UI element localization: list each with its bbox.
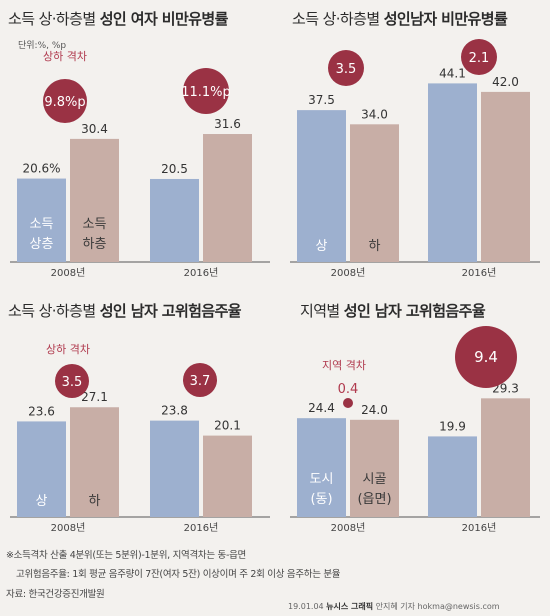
- panel-title: 소득 상·하층별 성인남자 비만유병률: [292, 8, 508, 29]
- series-label: (읍면): [357, 492, 391, 507]
- bar-value-label: 30.4: [81, 122, 108, 136]
- credit-date: 19.01.04: [288, 602, 324, 611]
- series-label: 상: [36, 494, 48, 509]
- gap-value-label: 2.1: [469, 51, 490, 66]
- bar: [17, 421, 66, 517]
- gap-value-label: 3.7: [190, 374, 211, 389]
- gap-circle: [343, 398, 353, 408]
- bar-value-label: 20.1: [214, 419, 241, 433]
- bar: [350, 419, 399, 517]
- gap-value-label: 3.5: [336, 62, 357, 77]
- bar: [297, 418, 346, 517]
- series-label: 하: [369, 239, 381, 254]
- gap-value-label: 0.4: [338, 382, 359, 397]
- series-label: 상층: [30, 237, 54, 252]
- gap-circle: [455, 326, 517, 388]
- gap-value-label: 11.1%p: [181, 85, 231, 100]
- bar-value-label: 24.4: [308, 401, 335, 415]
- bar: [203, 134, 252, 262]
- bar: [428, 436, 477, 517]
- bar: [17, 178, 66, 262]
- series-label: 상: [316, 239, 328, 254]
- category-label: 2008년: [51, 522, 86, 534]
- title-prefix: 지역별: [300, 302, 340, 320]
- bar-value-label: 42.0: [492, 75, 519, 89]
- gap-circle: [55, 364, 89, 398]
- gap-caption: 상하 격차: [46, 342, 90, 356]
- series-label: 시골: [363, 472, 387, 487]
- category-label: 2008년: [51, 267, 86, 279]
- bar-value-label: 31.6: [214, 117, 241, 131]
- bar-value-label: 23.6: [28, 404, 55, 418]
- category-label: 2008년: [331, 267, 366, 279]
- footnote-2: 고위험음주율: 1회 평균 음주량이 7잔(여자 5잔) 이상이며 주 2회 이…: [16, 569, 341, 580]
- category-label: 2016년: [184, 267, 219, 279]
- bar-value-label: 34.0: [361, 107, 388, 121]
- gap-circle: [183, 363, 217, 397]
- source-note: 자료: 한국건강증진개발원: [6, 589, 105, 600]
- gap-circle: [461, 39, 497, 75]
- bar: [481, 91, 530, 263]
- credit-agency: 뉴시스 그래픽: [326, 602, 374, 611]
- title-prefix: 소득 상·하층별: [292, 10, 380, 28]
- bar-value-label: 19.9: [439, 419, 466, 433]
- bar-value-label: 37.5: [308, 93, 335, 107]
- series-label: 도시: [310, 472, 334, 487]
- gap-value-label: 3.5: [62, 375, 83, 390]
- title-bold: 성인 남자 고위험음주율: [99, 302, 242, 320]
- title-bold: 성인 여자 비만유병률: [99, 10, 229, 28]
- bar: [297, 110, 346, 262]
- bar-value-label: 24.0: [361, 403, 388, 417]
- category-label: 2008년: [331, 522, 366, 534]
- title-prefix: 소득 상·하층별: [8, 10, 96, 28]
- gap-circle: [183, 68, 229, 114]
- bar-value-label: 20.6%: [22, 162, 60, 176]
- credit-author: 안지혜 기자 hokma@newsis.com: [375, 602, 500, 611]
- bar-value-label: 20.5: [161, 162, 188, 176]
- title-prefix: 소득 상·하층별: [8, 302, 96, 320]
- title-bold: 성인남자 비만유병률: [383, 10, 508, 28]
- series-label: 소득: [30, 217, 54, 232]
- series-label: (동): [310, 492, 332, 507]
- panel-title: 지역별 성인 남자 고위험음주율: [300, 300, 486, 321]
- category-label: 2016년: [184, 522, 219, 534]
- panel-title: 소득 상·하층별 성인 남자 고위험음주율: [8, 300, 242, 321]
- bar-value-label: 44.1: [439, 66, 466, 80]
- unit-label: 단위:%, %p: [18, 41, 67, 51]
- series-label: 소득: [83, 217, 107, 232]
- gap-caption: 지역 격차: [322, 359, 366, 372]
- bar-value-label: 27.1: [81, 390, 108, 404]
- bar: [203, 435, 252, 517]
- bar: [150, 420, 199, 517]
- title-bold: 성인 남자 고위험음주율: [343, 302, 486, 320]
- gap-caption: 상하 격차: [43, 49, 87, 63]
- bar: [481, 398, 530, 517]
- bar-value-label: 23.8: [161, 404, 188, 418]
- bar: [150, 178, 199, 262]
- credit-line: 19.01.04 뉴시스 그래픽 안지혜 기자 hokma@newsis.com: [288, 601, 500, 612]
- gap-value-label: 9.4: [474, 348, 498, 366]
- category-label: 2016년: [462, 522, 497, 534]
- gap-circle: [43, 79, 87, 123]
- bar: [428, 83, 477, 263]
- gap-value-label: 9.8%p: [44, 95, 85, 110]
- panel-title: 소득 상·하층별 성인 여자 비만유병률: [8, 8, 228, 29]
- gap-circle: [328, 50, 364, 86]
- series-label: 하층: [83, 237, 107, 252]
- category-label: 2016년: [462, 267, 497, 279]
- bar: [70, 138, 119, 262]
- bar: [70, 407, 119, 517]
- series-label: 하: [89, 494, 101, 509]
- bar: [350, 124, 399, 262]
- footnote-1: ※소득격차 산출 4분위(또는 5분위)-1분위, 지역격차는 동-읍면: [6, 550, 246, 561]
